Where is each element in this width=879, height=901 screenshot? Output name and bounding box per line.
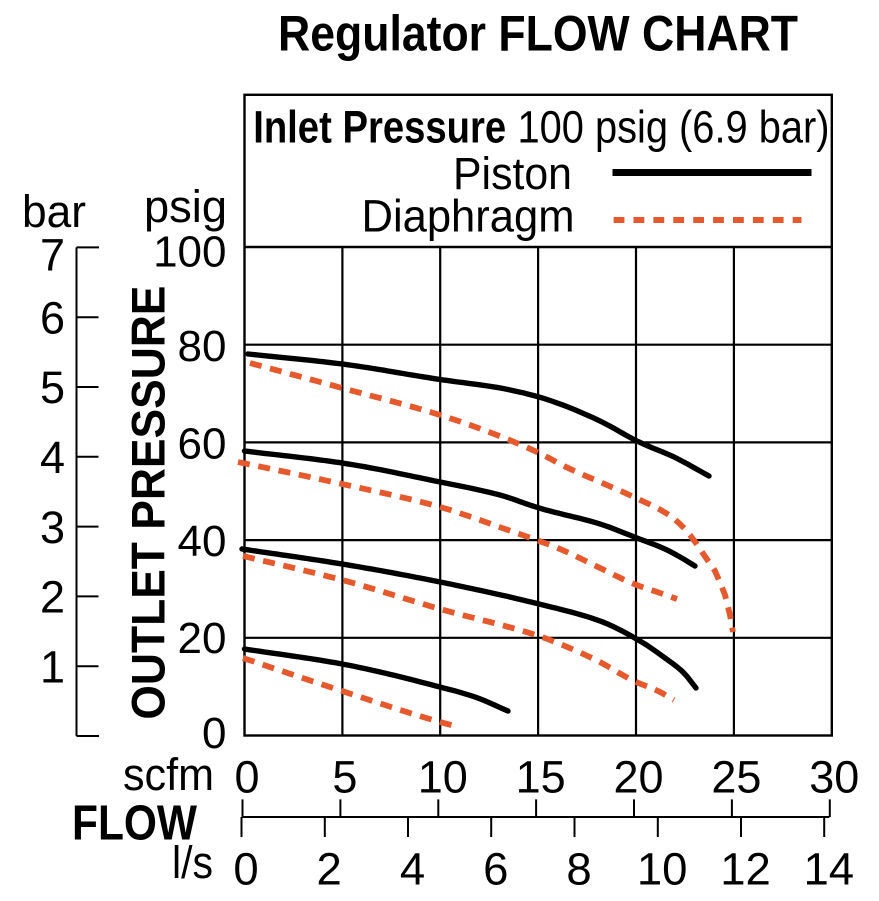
svg-text:20: 20 — [178, 614, 227, 663]
svg-text:3: 3 — [40, 502, 65, 553]
svg-text:60: 60 — [178, 419, 227, 468]
svg-text:10: 10 — [418, 752, 468, 803]
svg-text:4: 4 — [40, 432, 65, 483]
svg-text:psig: psig — [144, 181, 227, 232]
svg-text:0: 0 — [202, 709, 226, 758]
svg-text:2: 2 — [317, 843, 342, 894]
svg-text:100 psig (6.9 bar): 100 psig (6.9 bar) — [518, 102, 830, 153]
svg-text:6: 6 — [40, 292, 65, 343]
svg-text:scfm: scfm — [123, 749, 214, 800]
svg-text:40: 40 — [178, 517, 227, 566]
svg-text:l/s: l/s — [172, 837, 213, 888]
svg-text:5: 5 — [40, 362, 65, 413]
svg-text:bar: bar — [22, 186, 86, 237]
svg-text:15: 15 — [516, 752, 566, 803]
svg-text:OUTLET PRESSURE: OUTLET PRESSURE — [121, 286, 174, 720]
svg-text:12: 12 — [720, 843, 771, 894]
svg-text:8: 8 — [566, 843, 591, 894]
svg-text:10: 10 — [637, 843, 688, 894]
svg-text:0: 0 — [233, 843, 258, 894]
svg-text:80: 80 — [178, 322, 227, 371]
svg-text:1: 1 — [40, 641, 65, 692]
svg-text:0: 0 — [234, 752, 259, 803]
svg-text:FLOW: FLOW — [72, 797, 198, 851]
svg-text:20: 20 — [613, 752, 663, 803]
svg-text:4: 4 — [400, 843, 425, 894]
svg-text:25: 25 — [711, 752, 761, 803]
svg-text:2: 2 — [40, 572, 65, 623]
svg-text:Diaphragm: Diaphragm — [362, 191, 575, 242]
svg-text:Piston: Piston — [453, 148, 572, 199]
svg-text:30: 30 — [809, 752, 859, 803]
svg-text:6: 6 — [483, 843, 508, 894]
svg-text:Regulator FLOW CHART: Regulator FLOW CHART — [278, 6, 798, 62]
svg-text:14: 14 — [803, 843, 854, 894]
svg-text:100: 100 — [153, 228, 226, 277]
svg-text:5: 5 — [332, 752, 357, 803]
svg-text:Inlet Pressure: Inlet Pressure — [253, 102, 506, 153]
svg-text:7: 7 — [40, 230, 65, 281]
